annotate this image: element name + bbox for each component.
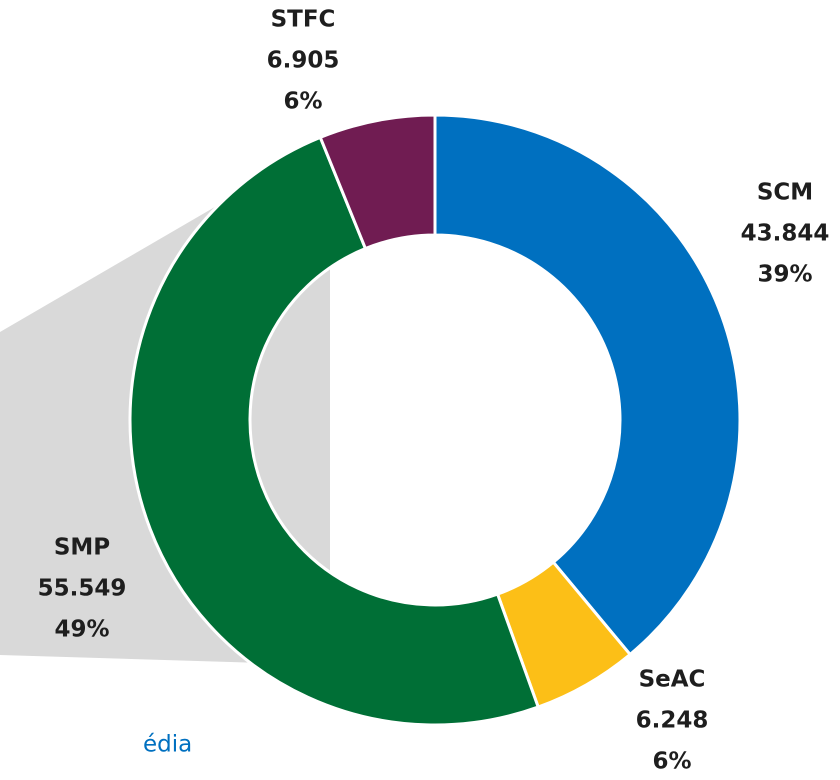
donut-slice bbox=[433, 113, 742, 657]
slice-value: 43.844 bbox=[741, 221, 830, 247]
donut-slice bbox=[318, 113, 437, 251]
slice-percent: 6% bbox=[652, 749, 691, 775]
slice-value: 55.549 bbox=[38, 576, 127, 602]
slice-percent: 49% bbox=[54, 617, 109, 643]
donut-slice bbox=[128, 135, 541, 727]
slice-value: 6.248 bbox=[636, 708, 709, 734]
annotation: édia bbox=[143, 732, 192, 758]
slice-name: STFC bbox=[271, 7, 336, 33]
slice-name: SCM bbox=[757, 180, 813, 206]
slice-name: SMP bbox=[54, 535, 110, 561]
slice-percent: 39% bbox=[757, 262, 812, 288]
slice-percent: 6% bbox=[283, 89, 322, 115]
slice-value: 6.905 bbox=[267, 48, 340, 74]
slice-name: SeAC bbox=[639, 667, 706, 693]
